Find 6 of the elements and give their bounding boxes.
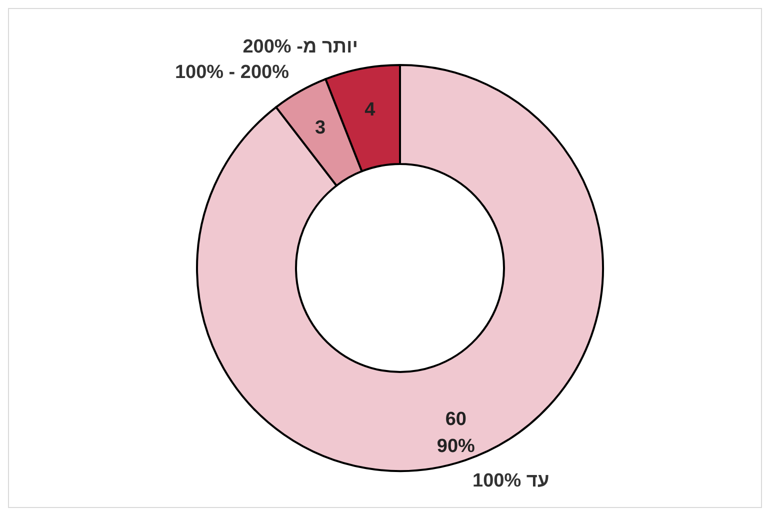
slice-label: יותר מ- 200% bbox=[242, 36, 358, 58]
slice-label: עד 100% bbox=[472, 470, 550, 492]
data-label: 60 90% bbox=[436, 408, 476, 457]
data-label: 3 bbox=[315, 117, 326, 138]
data-label: 4 bbox=[364, 98, 376, 120]
slice-label: 100% - 200% bbox=[174, 62, 290, 83]
